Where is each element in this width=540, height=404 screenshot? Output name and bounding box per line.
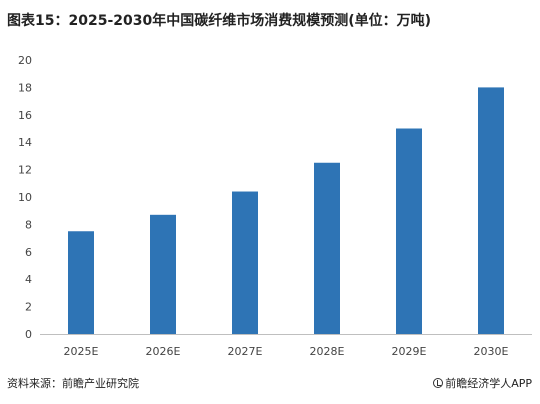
x-tick-label: 2027E: [228, 345, 263, 358]
bars: [68, 87, 504, 335]
brand-logo-icon: [433, 378, 444, 388]
x-tick-label: 2026E: [146, 345, 181, 358]
bar-2030E: [478, 87, 504, 335]
y-tick-label: 2: [25, 301, 32, 314]
bar-2027E: [232, 191, 258, 334]
bar-2025E: [68, 231, 94, 334]
x-tick-label: 2029E: [392, 345, 427, 358]
y-tick-label: 8: [25, 218, 32, 231]
x-tick-label: 2028E: [310, 345, 345, 358]
brand-label: 前瞻经济学人APP: [445, 377, 532, 390]
y-tick-label: 6: [25, 246, 32, 259]
bar-2029E: [396, 128, 422, 334]
x-axis-labels: 2025E 2026E 2027E 2028E 2029E 2030E: [64, 345, 509, 358]
y-tick-label: 10: [18, 191, 32, 204]
y-tick-label: 4: [25, 273, 32, 286]
bar-2026E: [150, 214, 176, 334]
x-tick-label: 2025E: [64, 345, 99, 358]
chart-title: 图表15：2025-2030年中国碳纤维市场消费规模预测(单位：万吨): [7, 13, 432, 29]
y-tick-label: 16: [18, 109, 32, 122]
y-tick-label: 12: [18, 164, 32, 177]
x-tick-label: 2030E: [474, 345, 509, 358]
y-tick-label: 18: [18, 81, 32, 94]
y-tick-label: 14: [18, 136, 32, 149]
y-tick-label: 20: [18, 54, 32, 67]
bar-2028E: [314, 162, 340, 334]
y-tick-label: 0: [25, 328, 32, 341]
brand-footer: 前瞻经济学人APP: [433, 375, 532, 391]
y-axis-ticks: 0 2 4 6 8 10 12 14 16 18 20: [18, 54, 32, 341]
source-note: 资料来源：前瞻产业研究院: [7, 377, 139, 390]
